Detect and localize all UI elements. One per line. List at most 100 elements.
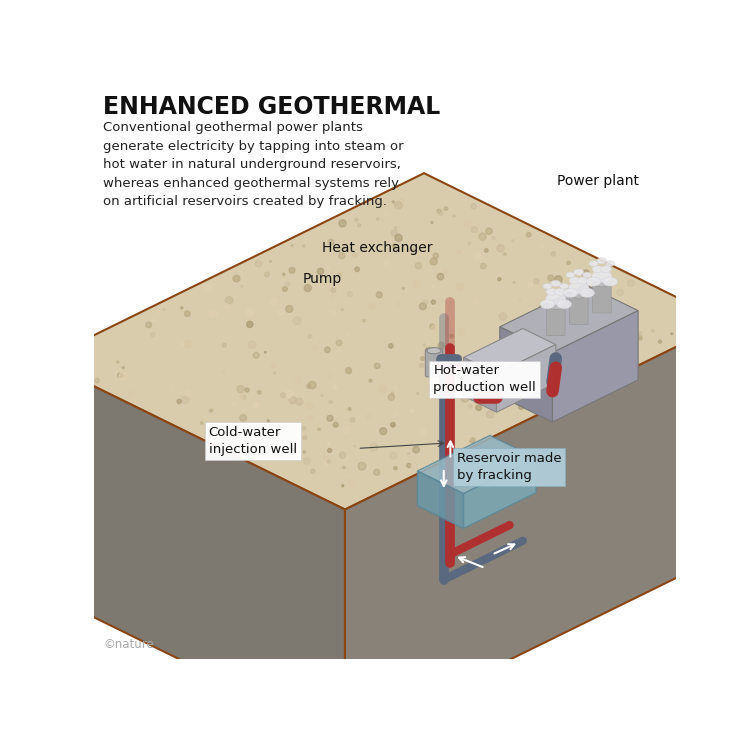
- Polygon shape: [463, 357, 496, 412]
- Circle shape: [443, 218, 445, 220]
- Circle shape: [697, 323, 701, 327]
- Circle shape: [264, 272, 270, 277]
- Text: Conventional geothermal power plants
generate electricity by tapping into steam : Conventional geothermal power plants gen…: [103, 121, 404, 208]
- Circle shape: [617, 342, 619, 345]
- Circle shape: [457, 283, 463, 290]
- Circle shape: [466, 382, 469, 385]
- Circle shape: [366, 414, 372, 419]
- Ellipse shape: [601, 266, 611, 272]
- Circle shape: [469, 438, 475, 443]
- Polygon shape: [463, 458, 536, 528]
- Circle shape: [534, 278, 539, 284]
- Circle shape: [562, 365, 566, 369]
- Circle shape: [609, 311, 612, 314]
- Circle shape: [395, 227, 397, 229]
- Circle shape: [417, 392, 419, 394]
- Circle shape: [303, 436, 307, 440]
- Circle shape: [264, 352, 266, 353]
- Circle shape: [209, 309, 217, 317]
- Circle shape: [337, 273, 342, 278]
- Circle shape: [329, 400, 333, 403]
- Circle shape: [475, 252, 483, 260]
- Circle shape: [472, 378, 475, 381]
- Circle shape: [333, 385, 338, 390]
- Circle shape: [379, 386, 387, 393]
- Polygon shape: [42, 173, 727, 510]
- Circle shape: [253, 352, 259, 358]
- Circle shape: [476, 405, 481, 411]
- Ellipse shape: [592, 266, 603, 272]
- FancyBboxPatch shape: [425, 349, 442, 377]
- Circle shape: [439, 210, 443, 215]
- Circle shape: [403, 288, 404, 289]
- Circle shape: [499, 313, 507, 320]
- Circle shape: [671, 333, 673, 334]
- Ellipse shape: [597, 258, 607, 264]
- Circle shape: [152, 319, 155, 322]
- Circle shape: [562, 366, 566, 370]
- Circle shape: [363, 320, 365, 322]
- Circle shape: [243, 396, 246, 399]
- Text: ENHANCED GEOTHERMAL: ENHANCED GEOTHERMAL: [103, 95, 440, 119]
- Circle shape: [408, 223, 411, 226]
- Ellipse shape: [546, 292, 566, 305]
- Circle shape: [293, 317, 301, 325]
- Circle shape: [554, 276, 562, 283]
- Circle shape: [513, 281, 515, 283]
- Ellipse shape: [603, 277, 617, 286]
- Circle shape: [679, 326, 685, 332]
- Circle shape: [309, 381, 316, 389]
- Circle shape: [354, 445, 355, 447]
- Circle shape: [627, 280, 635, 286]
- Ellipse shape: [589, 260, 598, 266]
- Circle shape: [437, 273, 444, 280]
- Circle shape: [306, 403, 313, 409]
- Circle shape: [285, 391, 293, 398]
- Circle shape: [271, 363, 276, 369]
- Circle shape: [255, 260, 261, 267]
- Ellipse shape: [569, 281, 589, 294]
- Circle shape: [333, 423, 338, 427]
- Circle shape: [621, 306, 625, 310]
- Circle shape: [638, 332, 642, 335]
- Circle shape: [469, 242, 471, 245]
- Polygon shape: [418, 471, 463, 528]
- Polygon shape: [553, 311, 638, 422]
- Polygon shape: [499, 327, 553, 422]
- Circle shape: [438, 342, 445, 349]
- Ellipse shape: [606, 260, 615, 266]
- Circle shape: [472, 348, 474, 350]
- Circle shape: [122, 366, 124, 369]
- Circle shape: [384, 260, 389, 265]
- Ellipse shape: [557, 300, 572, 309]
- Circle shape: [347, 470, 350, 472]
- Text: ©nature: ©nature: [103, 638, 154, 651]
- Circle shape: [535, 317, 540, 322]
- Circle shape: [246, 321, 253, 328]
- Circle shape: [494, 351, 499, 355]
- Circle shape: [471, 204, 477, 209]
- Circle shape: [233, 275, 240, 282]
- Circle shape: [289, 267, 295, 273]
- Circle shape: [345, 368, 351, 374]
- Polygon shape: [345, 322, 727, 740]
- Ellipse shape: [559, 283, 569, 289]
- Circle shape: [421, 357, 424, 360]
- FancyBboxPatch shape: [593, 282, 611, 313]
- Circle shape: [181, 306, 183, 309]
- Circle shape: [466, 435, 471, 440]
- Circle shape: [413, 280, 420, 286]
- Circle shape: [324, 347, 330, 352]
- Circle shape: [321, 394, 323, 397]
- Circle shape: [420, 241, 427, 248]
- Circle shape: [508, 398, 514, 404]
- Circle shape: [150, 332, 155, 337]
- Ellipse shape: [587, 277, 601, 286]
- Circle shape: [437, 209, 441, 213]
- Ellipse shape: [546, 289, 557, 295]
- Circle shape: [440, 412, 444, 416]
- Circle shape: [481, 263, 486, 269]
- Circle shape: [499, 275, 501, 276]
- Circle shape: [289, 397, 297, 404]
- Circle shape: [528, 283, 533, 288]
